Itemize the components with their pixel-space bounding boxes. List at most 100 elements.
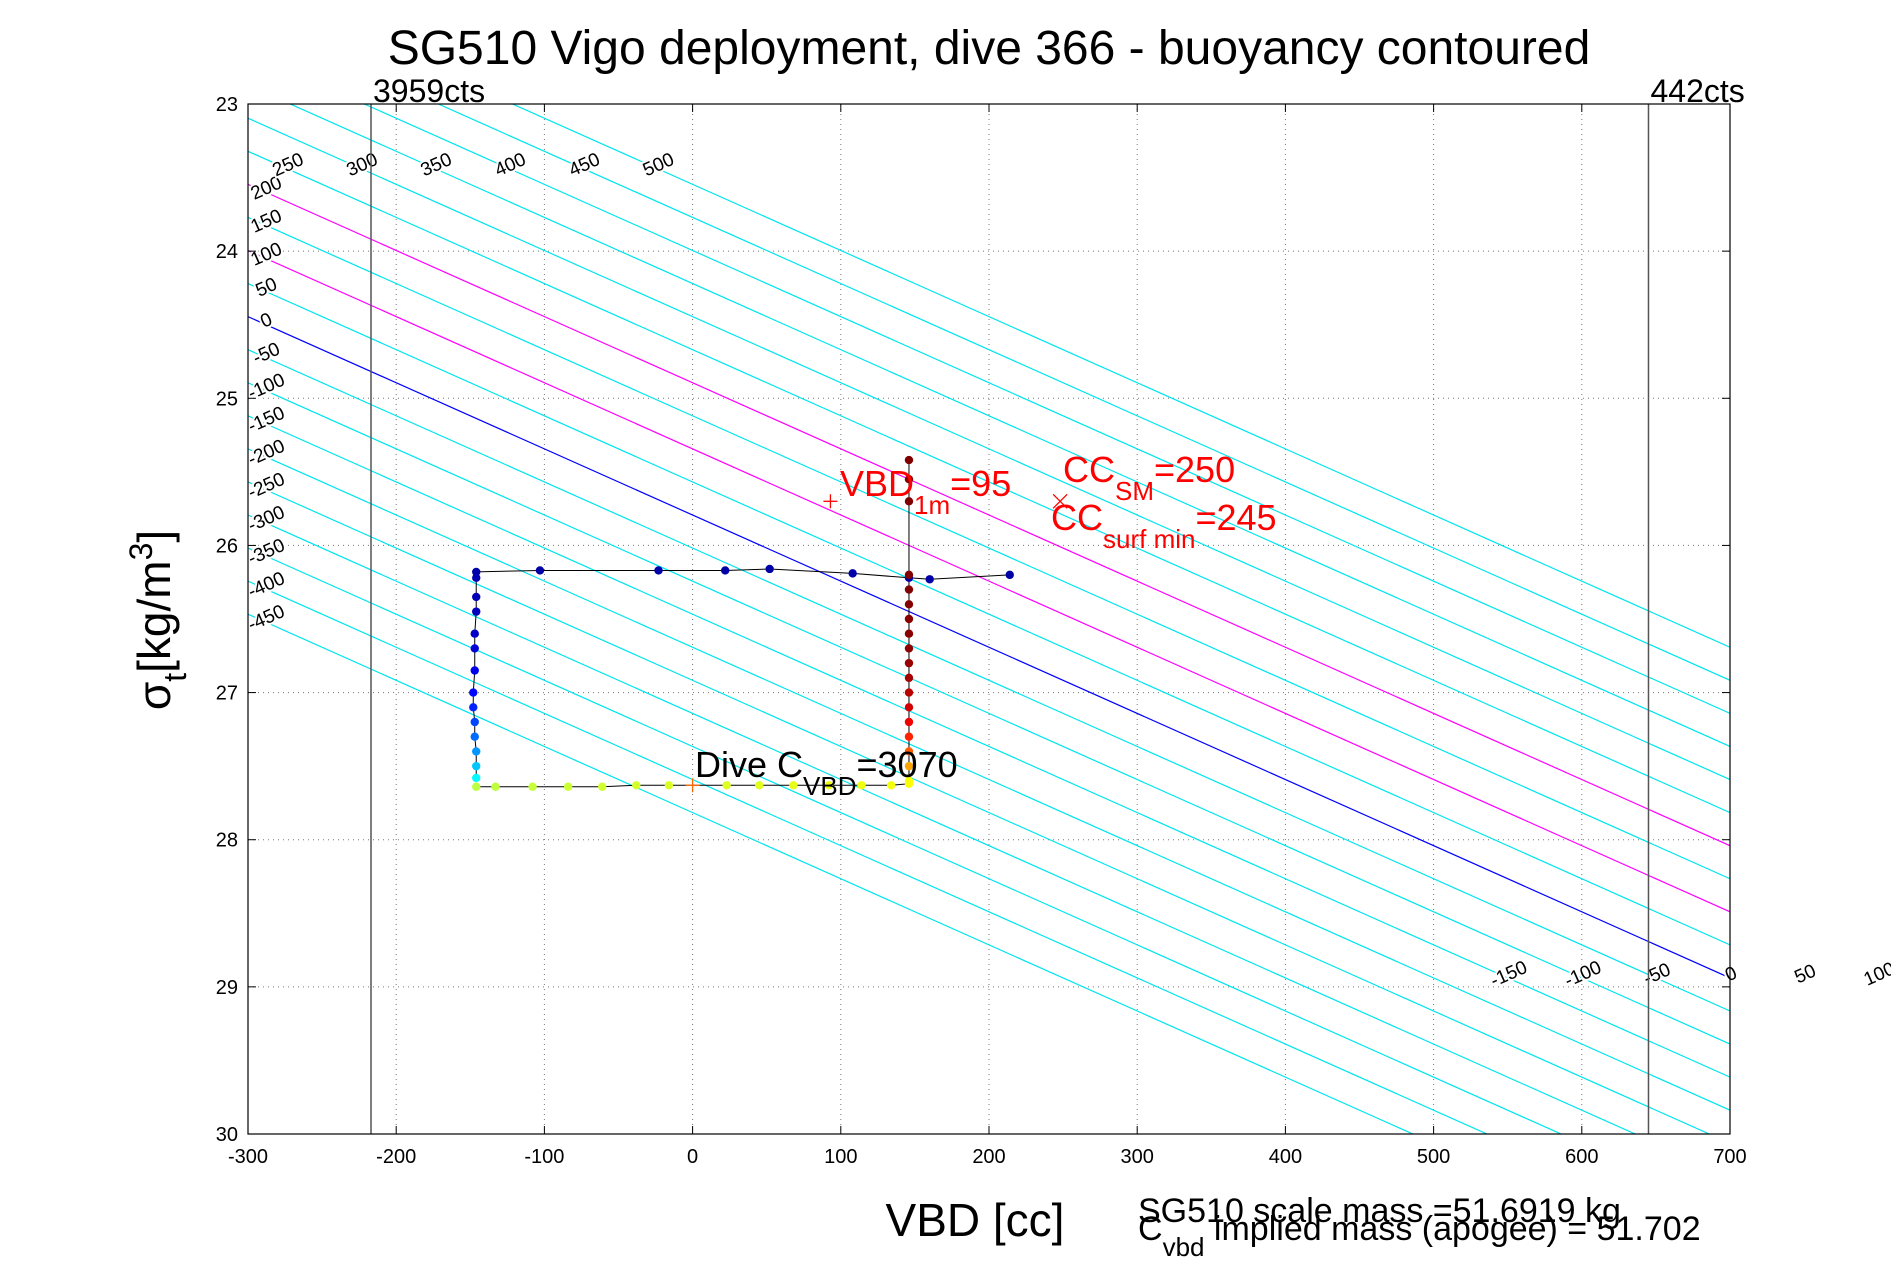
track-point-left-leg-9 bbox=[470, 732, 479, 741]
track-point-right-leg-7 bbox=[904, 673, 914, 683]
track-point-left-leg-7 bbox=[469, 703, 478, 712]
track-point-right-leg-10 bbox=[904, 629, 914, 638]
x-tick-label-400: 400 bbox=[1269, 1146, 1302, 1168]
annotation-cc-surf-min-value: =245 bbox=[1195, 497, 1276, 538]
track-point-top-leg-3 bbox=[721, 566, 730, 575]
annotation-cc-surf-min-main: CC bbox=[1051, 497, 1103, 538]
annotation-vbd-1m-main: VBD bbox=[840, 463, 914, 504]
chart-title: SG510 Vigo deployment, dive 366 - buoyan… bbox=[388, 22, 1591, 75]
annotation-vbd-1m-value: =95 bbox=[950, 463, 1011, 504]
y-tick-label-26: 26 bbox=[216, 535, 238, 557]
annotation-vbd-1m: VBD1m=95 bbox=[840, 463, 1011, 520]
track-point-bottom-leg-11 bbox=[857, 781, 866, 790]
track-point-right-leg-2 bbox=[904, 747, 914, 756]
track-point-bottom-leg-5 bbox=[632, 781, 641, 790]
annotation-dive-cvbd-main: Dive C bbox=[695, 744, 803, 785]
reference-markers bbox=[685, 493, 1068, 793]
track-point-bottom-leg-1 bbox=[491, 782, 500, 791]
track-point-right-leg-16 bbox=[904, 475, 914, 484]
track-point-top-leg-4 bbox=[765, 564, 774, 574]
contour-label-bottom-50: 50 bbox=[1791, 961, 1819, 989]
track-point-right-leg-8 bbox=[904, 658, 914, 668]
y-tick-label-30: 30 bbox=[216, 1124, 238, 1146]
track-point-bottom-leg-10 bbox=[824, 781, 834, 790]
annotation-dive-cvbd-value: =3070 bbox=[857, 744, 958, 785]
cvbd-implied-mass-text: Cvbd implied mass (apogee) = 51.702 bbox=[1138, 1210, 1701, 1262]
track-point-top-leg-8 bbox=[1005, 570, 1014, 580]
track-point-bottom-leg-8 bbox=[755, 781, 764, 790]
track-point-bottom-leg-12 bbox=[886, 781, 896, 790]
y-tick-label-25: 25 bbox=[216, 388, 238, 410]
dive-track bbox=[469, 455, 1014, 791]
y-axis-label: σt[kg/m3] bbox=[123, 530, 193, 710]
track-point-left-leg-1 bbox=[472, 592, 481, 602]
cvbd-sub: vbd bbox=[1163, 1232, 1205, 1262]
annotation-vbd-1m-sub: 1m bbox=[914, 490, 950, 520]
track-point-left-leg-6 bbox=[469, 688, 478, 697]
annotation-cc-surf-min: CCsurf min=245 bbox=[1051, 497, 1277, 554]
track-point-left-leg-4 bbox=[470, 644, 479, 653]
x-tick-label-200: 200 bbox=[972, 1146, 1005, 1168]
contour-line-400 bbox=[362, 104, 1730, 715]
track-point-bottom-leg-7 bbox=[722, 781, 731, 790]
x-tick-label--100: -100 bbox=[524, 1146, 564, 1168]
annotation-dive-cvbd-sub: VBD bbox=[803, 771, 856, 801]
y-axis-label-close: ] bbox=[128, 530, 180, 543]
marker-dive-c-vbd bbox=[685, 778, 700, 793]
y-axis-ticks: 23 24 25 26 27 28 29 30 bbox=[216, 94, 1730, 1146]
track-point-top-leg-5 bbox=[848, 569, 857, 578]
track-point-right-leg-1 bbox=[904, 761, 914, 771]
track-point-right-leg-6 bbox=[904, 688, 914, 697]
track-point-bottom-leg-0 bbox=[472, 782, 481, 791]
y-axis-label-sub: t bbox=[157, 673, 193, 682]
track-point-right-leg-4 bbox=[904, 717, 914, 727]
track-point-right-leg-0 bbox=[904, 776, 914, 786]
x-tick-label--300: -300 bbox=[228, 1146, 268, 1168]
grid-lines bbox=[248, 104, 1730, 1134]
annotation-cc-surf-min-sub: surf min bbox=[1103, 524, 1195, 554]
track-point-right-leg-14 bbox=[904, 570, 914, 580]
cvbd-main: C bbox=[1138, 1210, 1163, 1248]
track-point-right-leg-17 bbox=[904, 455, 914, 465]
track-point-left-leg-12 bbox=[472, 773, 481, 783]
track-point-left-leg-0 bbox=[472, 573, 481, 582]
contour-line-500 bbox=[511, 104, 1730, 648]
x-axis-ticks: -300 -200 -100 0 100 200 300 400 500 600 700 bbox=[228, 104, 1747, 1168]
y-tick-label-24: 24 bbox=[216, 241, 238, 263]
y-tick-label-28: 28 bbox=[216, 830, 238, 852]
track-point-top-leg-2 bbox=[654, 566, 663, 575]
track-point-bottom-leg-9 bbox=[789, 781, 798, 790]
x-tick-label-0: 0 bbox=[687, 1146, 698, 1168]
track-point-left-leg-11 bbox=[472, 761, 481, 771]
annotation-dive-cvbd: Dive CVBD=3070 bbox=[695, 744, 958, 801]
y-axis-label-unit: [kg/m bbox=[128, 560, 180, 672]
x-tick-label--200: -200 bbox=[376, 1146, 416, 1168]
track-point-right-leg-5 bbox=[904, 703, 914, 712]
track-point-bottom-leg-6 bbox=[664, 781, 674, 790]
scale-mass-text: SG510 scale mass =51.6919 kg bbox=[1138, 1192, 1621, 1230]
track-point-left-leg-2 bbox=[472, 607, 481, 616]
marker-cc-sm bbox=[1052, 493, 1068, 509]
marker-vbd-1m bbox=[823, 494, 838, 509]
annotation-cc-sm-main: CC bbox=[1063, 449, 1115, 490]
contour-label-bottom-100: 100 bbox=[1861, 958, 1891, 990]
track-point-top-leg-0 bbox=[472, 567, 481, 577]
y-axis-label-sigma: σ bbox=[128, 682, 180, 710]
cvbd-rest: implied mass (apogee) = 51.702 bbox=[1204, 1210, 1700, 1248]
contour-line--450 bbox=[248, 613, 1415, 1134]
contour-line-450 bbox=[436, 104, 1730, 681]
